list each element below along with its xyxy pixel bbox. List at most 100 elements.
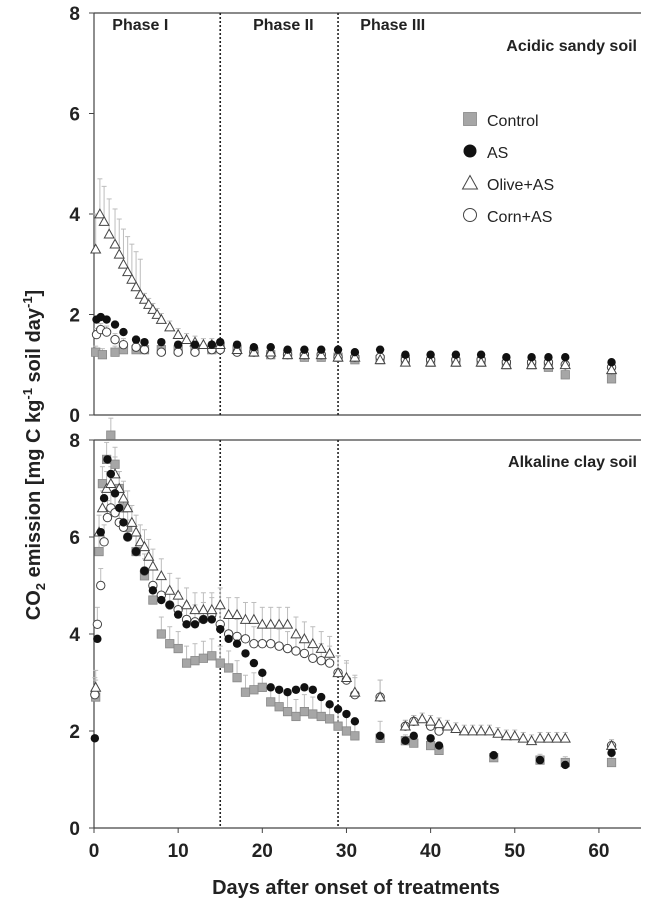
data-point: [98, 215, 110, 226]
data-point: [248, 613, 260, 624]
data-point: [190, 340, 200, 349]
data-point: [126, 516, 138, 527]
x-tick-label: 30: [336, 841, 357, 862]
data-point: [110, 459, 120, 469]
data-point: [180, 333, 193, 344]
data-point: [607, 748, 616, 758]
data-point: [96, 527, 105, 537]
data-point: [157, 595, 166, 605]
data-point: [110, 347, 120, 357]
data-point: [401, 736, 410, 745]
data-point: [126, 273, 138, 284]
data-point: [560, 370, 570, 380]
data-point: [426, 350, 435, 359]
data-point: [182, 620, 191, 629]
data-point: [424, 715, 437, 726]
data-point: [110, 320, 120, 329]
data-point: [241, 649, 250, 658]
data-point: [232, 631, 242, 642]
data-point: [350, 717, 360, 726]
data-point: [333, 704, 343, 714]
data-point: [147, 560, 159, 571]
data-point: [115, 503, 124, 513]
data-point: [214, 599, 226, 610]
data-point: [265, 618, 277, 629]
data-point: [190, 656, 200, 666]
data-point: [224, 663, 234, 673]
data-point: [273, 618, 285, 629]
legend-label: Control: [487, 113, 539, 130]
data-point: [475, 725, 487, 736]
data-point: [605, 363, 618, 375]
data-point: [106, 469, 116, 479]
data-point: [606, 374, 617, 384]
data-point: [134, 535, 146, 547]
data-point: [450, 356, 462, 367]
data-point: [257, 682, 267, 692]
data-point: [94, 208, 106, 219]
data-point: [534, 732, 546, 743]
data-point: [118, 339, 129, 350]
y-tick-label: 8: [69, 4, 80, 25]
data-point: [173, 643, 183, 654]
y-tick-label: 4: [69, 625, 80, 646]
data-point: [216, 624, 225, 634]
data-point: [121, 502, 134, 513]
data-point: [332, 666, 344, 678]
data-point: [106, 430, 116, 440]
data-point: [298, 348, 311, 360]
data-point: [535, 755, 545, 765]
data-point: [96, 580, 106, 591]
data-point: [375, 345, 385, 354]
data-point: [164, 321, 176, 332]
data-point: [266, 639, 276, 649]
data-point: [401, 350, 410, 359]
data-point: [240, 687, 251, 697]
x-tick-label: 50: [504, 841, 525, 862]
y-tick-label: 6: [69, 105, 80, 126]
data-point: [375, 731, 385, 741]
data-point: [232, 340, 242, 349]
data-point: [399, 720, 412, 731]
data-point: [199, 615, 208, 624]
data-point: [258, 668, 267, 677]
data-point: [266, 342, 275, 352]
data-point: [131, 547, 141, 556]
data-point: [240, 634, 251, 644]
data-point: [99, 494, 109, 503]
data-point: [155, 313, 168, 324]
data-point: [148, 595, 158, 605]
data-point: [317, 345, 326, 354]
y-axis-title: CO2 emission [mg C kg-1 soil day-1]: [20, 290, 48, 620]
data-point: [325, 714, 335, 724]
x-tick-label: 40: [420, 841, 441, 862]
data-point: [131, 335, 141, 344]
data-point: [190, 347, 200, 357]
x-tick-label: 0: [89, 841, 100, 862]
data-point: [164, 584, 176, 595]
data-point: [299, 707, 309, 717]
legend-marker-as: [463, 144, 477, 158]
data-point: [239, 613, 252, 624]
data-point: [102, 315, 111, 324]
data-point: [542, 358, 555, 370]
data-point: [130, 281, 142, 292]
data-point: [281, 348, 294, 360]
data-point: [500, 729, 513, 741]
data-point: [433, 717, 445, 729]
data-point: [408, 715, 420, 726]
data-point: [143, 298, 155, 309]
phase-label: Phase I: [112, 17, 168, 34]
data-point: [143, 550, 155, 561]
data-point: [110, 334, 120, 345]
data-point: [291, 646, 301, 656]
data-point: [97, 350, 108, 360]
data-point: [340, 671, 353, 683]
data-point: [173, 610, 183, 619]
panel-title: Alkaline clay soil: [508, 454, 637, 471]
data-point: [525, 734, 538, 746]
data-point: [290, 628, 302, 639]
data-point: [333, 345, 343, 354]
panel-acidic-sandy-soil: 0 2 4 6 8 Phase I Phase II Phase III Acidic sand…: [69, 4, 641, 427]
